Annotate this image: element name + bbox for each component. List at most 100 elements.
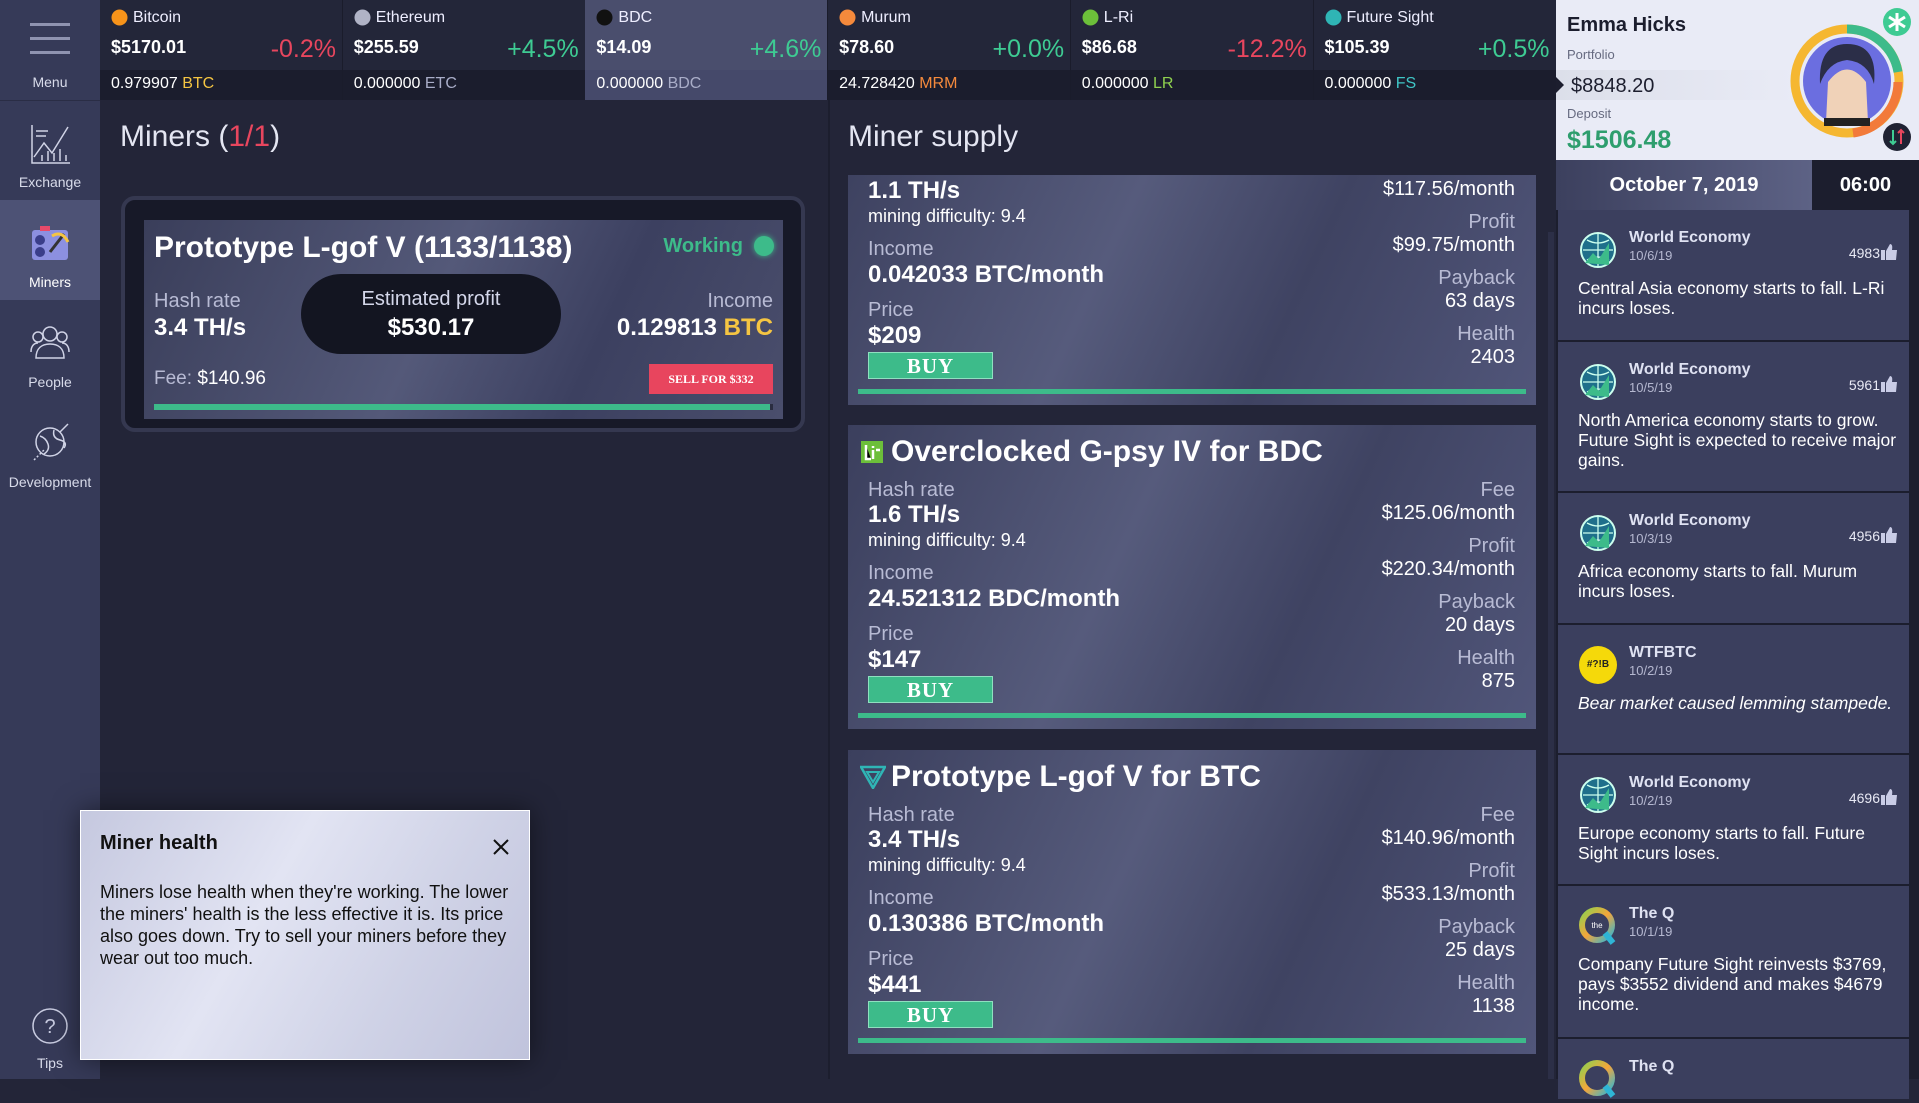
miner-supply-list[interactable]: 1.1 TH/s mining difficulty: 9.4 Income 0… bbox=[848, 175, 1538, 1079]
tooltip-title: Miner health bbox=[100, 832, 218, 854]
price-value: $147 bbox=[868, 646, 922, 673]
health-bar bbox=[154, 404, 773, 410]
news-item: The Q bbox=[1558, 1039, 1909, 1099]
ticker-4[interactable]: L-Ri $86.68 -12.2% 0.000000 LR bbox=[1070, 0, 1314, 100]
avatar[interactable] bbox=[1788, 22, 1906, 140]
menu-label: Menu bbox=[32, 74, 68, 90]
hash-rate-label: Hash rate bbox=[868, 804, 955, 826]
sell-miner-button[interactable]: SELL FOR $332 bbox=[649, 364, 773, 394]
coin-change: +0.0% bbox=[992, 35, 1065, 63]
hash-rate-value: 1.6 TH/s bbox=[868, 501, 961, 528]
income-label: Income bbox=[868, 887, 934, 909]
profit-label: Profit bbox=[1468, 860, 1515, 882]
the-q-logo-icon bbox=[1579, 1060, 1617, 1098]
news-text: Central Asia economy starts to fall. L-R… bbox=[1578, 278, 1885, 318]
close-icon[interactable] bbox=[493, 839, 509, 855]
the-q-logo-icon: the bbox=[1579, 907, 1617, 945]
scrollbar[interactable] bbox=[1548, 232, 1554, 1079]
news-likes: 4696 bbox=[1848, 790, 1880, 806]
sidebar-item-exchange[interactable]: Exchange bbox=[0, 100, 100, 200]
holding-amount: 24.728420 bbox=[839, 75, 915, 92]
thumbs-up-icon[interactable] bbox=[1881, 527, 1897, 543]
status-dot-icon bbox=[754, 236, 774, 256]
mining-difficulty: mining difficulty: 9.4 bbox=[868, 206, 1026, 226]
menu-button[interactable]: Menu bbox=[0, 0, 100, 100]
coin-name: L-Ri bbox=[1103, 9, 1134, 26]
estimated-profit-pill: Estimated profit $530.17 bbox=[301, 274, 561, 354]
news-item: World Economy 10/3/19 4956 Africa econom… bbox=[1558, 493, 1909, 623]
buy-button[interactable]: BUY bbox=[868, 1001, 993, 1028]
health-label: Health bbox=[1457, 323, 1515, 345]
sidebar-label: Miners bbox=[28, 274, 71, 290]
income-label: Income bbox=[868, 562, 934, 584]
game-time: 06:00 bbox=[1812, 160, 1919, 210]
income-value: 24.521312 BDC/month bbox=[868, 585, 1121, 612]
news-item: World Economy 10/2/19 4696 Europe econom… bbox=[1558, 755, 1909, 884]
svg-text:the: the bbox=[1591, 921, 1603, 930]
coin-price: $105.39 bbox=[1324, 37, 1390, 57]
arrow-pointer-icon bbox=[1556, 77, 1564, 93]
hash-rate-value: 3.4 TH/s bbox=[154, 314, 247, 341]
fee-value: $125.06/month bbox=[1381, 502, 1515, 524]
supply-card-title: Prototype L-gof V for BTC bbox=[891, 760, 1261, 793]
holding-row bbox=[828, 70, 1071, 100]
hash-rate-label: Hash rate bbox=[154, 290, 241, 312]
thumbs-up-icon[interactable] bbox=[1881, 376, 1897, 392]
health-value: 2403 bbox=[1470, 346, 1516, 368]
thumbs-up-icon[interactable] bbox=[1881, 789, 1897, 805]
coin-price: $255.59 bbox=[353, 37, 419, 57]
news-item: World Economy 10/6/19 4983 Central Asia … bbox=[1558, 210, 1909, 340]
health-bar bbox=[858, 389, 1526, 394]
profile-panel: Emma Hicks Portfolio $8848.20 Deposit $1… bbox=[1556, 0, 1919, 160]
payback-value: 25 days bbox=[1444, 939, 1515, 961]
news-item: World Economy 10/5/19 5961 North America… bbox=[1558, 342, 1909, 491]
holding-amount: 0.000000 bbox=[353, 75, 421, 92]
globe-rocket-icon bbox=[33, 423, 69, 461]
ticker-0[interactable]: Bitcoin $5170.01 -0.2% 0.979907 BTC bbox=[100, 0, 343, 100]
hamburger-icon bbox=[30, 23, 70, 54]
coin-icon bbox=[1082, 9, 1099, 26]
sidebar-item-miners[interactable]: Miners bbox=[0, 200, 100, 300]
portfolio-label: Portfolio bbox=[1567, 47, 1615, 62]
fee-value: $140.96 bbox=[197, 368, 266, 389]
l-ri-logo-icon bbox=[861, 441, 883, 463]
sidebar-item-people[interactable]: People bbox=[0, 300, 100, 400]
deposit-transfer-button[interactable] bbox=[1882, 122, 1912, 152]
news-item: the The Q 10/1/19 Company Future Sight r… bbox=[1558, 886, 1909, 1037]
ticker-2[interactable]: BDC $14.09 +4.6% 0.000000 BDC bbox=[585, 0, 829, 100]
settings-asterisk-button[interactable] bbox=[1882, 7, 1912, 37]
fee-label: Fee bbox=[1480, 804, 1515, 826]
holding-symbol: MRM bbox=[919, 75, 958, 92]
fee-value: $117.56/month bbox=[1383, 178, 1515, 200]
profit-value: $533.13/month bbox=[1381, 883, 1515, 905]
ticker-5[interactable]: Future Sight $105.39 +0.5% 0.000000 FS bbox=[1313, 0, 1557, 100]
thumbs-up-icon[interactable] bbox=[1881, 244, 1897, 260]
buy-button[interactable]: BUY bbox=[868, 352, 993, 379]
supply-title: Miner supply bbox=[848, 120, 1019, 153]
ticker-1[interactable]: Ethereum $255.59 +4.5% 0.000000 ETC bbox=[342, 0, 586, 100]
health-label: Health bbox=[1457, 647, 1515, 669]
hash-rate-label: Hash rate bbox=[868, 479, 955, 501]
people-group-icon bbox=[30, 326, 70, 359]
column-divider bbox=[828, 100, 830, 1079]
income-value: 0.129813 bbox=[616, 314, 717, 341]
globe-chart-icon bbox=[1579, 776, 1617, 814]
miners-title-text: Miners bbox=[120, 120, 211, 153]
news-likes: 4956 bbox=[1848, 528, 1880, 544]
news-text: Bear market caused lemming stampede. bbox=[1578, 693, 1893, 713]
health-label: Health bbox=[1457, 972, 1515, 994]
coin-icon bbox=[1325, 9, 1341, 26]
supply-card: 1.1 TH/s mining difficulty: 9.4 Income 0… bbox=[848, 175, 1536, 405]
deposit-label: Deposit bbox=[1567, 106, 1612, 121]
news-likes: 4983 bbox=[1848, 245, 1880, 261]
price-label: Price bbox=[868, 623, 914, 645]
sidebar-item-development[interactable]: Development bbox=[0, 400, 100, 500]
buy-button[interactable]: BUY bbox=[868, 676, 993, 703]
fee-label: Fee bbox=[1480, 479, 1515, 501]
holding-row bbox=[1070, 70, 1313, 100]
future-sight-logo-icon bbox=[860, 765, 886, 789]
ticker-3[interactable]: Murum $78.60 +0.0% 24.728420 MRM bbox=[828, 0, 1072, 100]
tips-button[interactable]: ? Tips bbox=[0, 995, 100, 1079]
price-label: Price bbox=[868, 948, 914, 970]
news-text: Europe economy starts to fall. Future Si… bbox=[1578, 823, 1865, 863]
